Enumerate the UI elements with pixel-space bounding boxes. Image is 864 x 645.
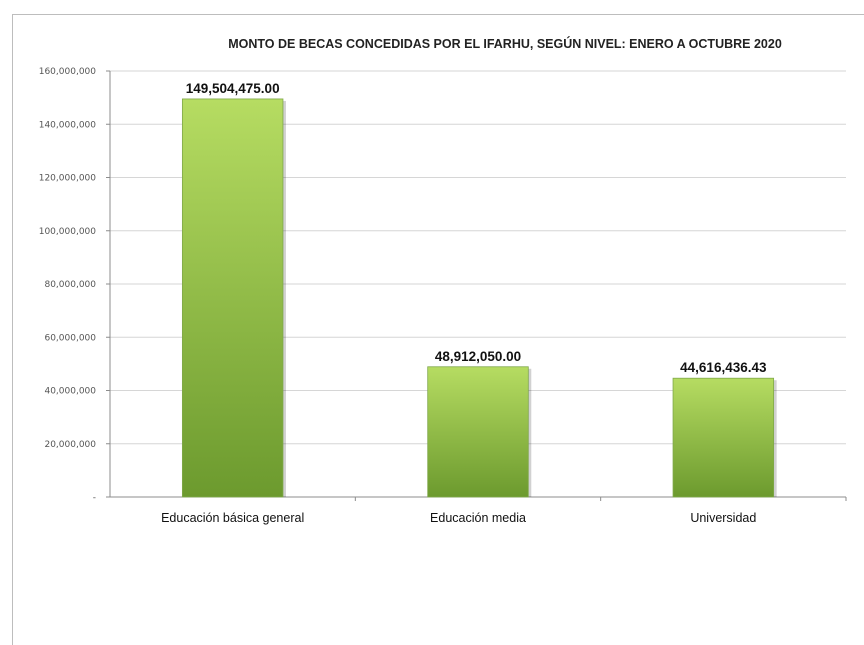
x-tick-label: Educación media: [430, 511, 526, 525]
y-tick-label: -: [93, 493, 96, 503]
y-tick-label: 120,000,000: [39, 174, 97, 184]
y-tick-label: 20,000,000: [44, 440, 96, 450]
x-tick-label: Universidad: [690, 511, 756, 525]
y-tick-label: 100,000,000: [39, 227, 97, 237]
bar: [427, 366, 529, 498]
y-tick-label: 40,000,000: [44, 387, 96, 397]
chart-title: MONTO DE BECAS CONCEDIDAS POR EL IFARHU,…: [228, 36, 782, 51]
chart-frame: [12, 14, 864, 645]
y-tick-label: 160,000,000: [39, 67, 97, 77]
data-label: 149,504,475.00: [186, 81, 280, 96]
data-label: 44,616,436.43: [680, 360, 767, 375]
y-tick-label: 80,000,000: [44, 280, 96, 290]
y-tick-label: 60,000,000: [44, 333, 96, 343]
y-tick-label: 140,000,000: [39, 120, 97, 130]
data-label: 48,912,050.00: [435, 349, 521, 364]
bar: [672, 377, 775, 498]
bar: [181, 98, 284, 498]
x-tick-label: Educación básica general: [161, 511, 304, 525]
